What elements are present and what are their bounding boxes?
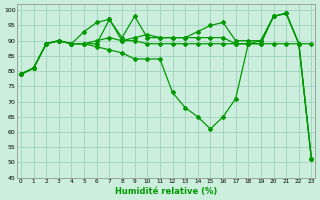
X-axis label: Humidité relative (%): Humidité relative (%): [115, 187, 217, 196]
